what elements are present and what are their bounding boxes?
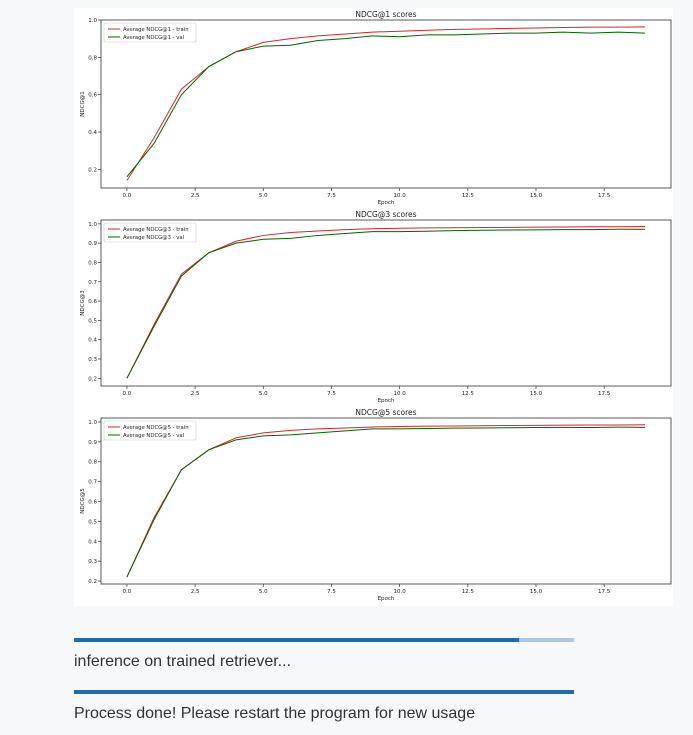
x-tick-label: 15.0 — [530, 193, 543, 199]
x-tick-label: 12.5 — [462, 193, 475, 199]
y-axis-label: NDCG@3 — [80, 290, 86, 316]
legend-box — [103, 420, 197, 441]
chart-title: NDCG@3 scores — [355, 210, 416, 219]
x-tick-label: 7.5 — [327, 391, 336, 397]
legend-box — [103, 22, 197, 43]
x-tick-label: 15.0 — [530, 589, 543, 595]
chart-title: NDCG@1 scores — [355, 10, 416, 19]
status-inference-text: inference on trained retriever... — [74, 653, 292, 670]
series-line-train — [126, 26, 646, 181]
y-tick-label: 0.7 — [88, 280, 97, 286]
x-tick-label: 10.0 — [394, 391, 407, 397]
legend-label: Average NDCG@5 - val — [123, 433, 184, 439]
y-tick-label: 0.6 — [88, 499, 97, 505]
progress-fill-inference — [74, 638, 519, 642]
x-tick-label: 17.5 — [598, 193, 611, 199]
series-line-val — [126, 31, 646, 178]
y-tick-label: 1.0 — [88, 222, 97, 228]
x-tick-label: 2.5 — [191, 589, 200, 595]
progress-bar-inference — [74, 638, 574, 642]
y-tick-label: 0.8 — [88, 460, 97, 466]
y-tick-label: 0.4 — [88, 539, 97, 545]
y-axis-label: NDCG@5 — [80, 488, 86, 514]
chart-panel-1: NDCG@1 scores 0.0 2.5 5.0 7.5 10.0 12.5 15.0 17.… — [80, 10, 672, 206]
y-tick-label: 0.8 — [88, 260, 97, 266]
x-tick-label: 2.5 — [191, 193, 200, 199]
y-tick-label: 0.6 — [88, 299, 97, 305]
x-tick-label: 5.0 — [259, 391, 268, 397]
y-tick-label: 0.2 — [88, 376, 97, 382]
legend-label: Average NDCG@1 - val — [123, 35, 184, 41]
x-tick-label: 0.0 — [123, 391, 132, 397]
x-tick-label: 7.5 — [327, 589, 336, 595]
x-tick-label: 12.5 — [462, 589, 475, 595]
y-tick-label: 0.5 — [88, 318, 97, 324]
x-axis-label: Epoch — [378, 398, 395, 404]
status-done-text: Process done! Please restart the program… — [74, 705, 476, 722]
x-tick-label: 5.0 — [259, 589, 268, 595]
y-tick-label: 0.9 — [88, 440, 97, 446]
y-tick-label: 0.4 — [88, 338, 97, 344]
progress-fill-done — [74, 690, 574, 694]
figure-canvas: NDCG@1 scores 0.0 2.5 5.0 7.5 10.0 12.5 15.0 17.… — [80, 10, 672, 602]
axes-frame — [100, 19, 672, 189]
legend-label: Average NDCG@1 - train — [123, 27, 189, 33]
x-tick-label: 5.0 — [259, 193, 268, 199]
training-metrics-figure: NDCG@1 scores 0.0 2.5 5.0 7.5 10.0 12.5 15.0 17.… — [74, 8, 673, 606]
y-tick-label: 1.0 — [88, 18, 97, 24]
y-axis-label: NDCG@1 — [80, 91, 86, 116]
axes-frame — [100, 219, 672, 387]
x-tick-label: 10.0 — [394, 589, 407, 595]
y-tick-label: 0.2 — [88, 167, 97, 173]
legend-label: Average NDCG@3 - train — [123, 227, 189, 233]
y-tick-label: 1.0 — [88, 420, 97, 426]
series-line-val — [126, 426, 646, 578]
legend-box — [103, 222, 197, 243]
progress-bar-done — [74, 690, 574, 694]
series-line-val — [126, 228, 646, 379]
y-tick-label: 0.7 — [88, 480, 97, 486]
chart-panel-3: NDCG@5 scores 0.0 2.5 5.0 7.5 10.0 12.5 15.0 17.… — [80, 408, 672, 602]
y-tick-label: 0.3 — [88, 357, 97, 363]
x-axis-label: Epoch — [378, 200, 395, 206]
x-tick-label: 0.0 — [123, 193, 132, 199]
x-tick-label: 0.0 — [123, 589, 132, 595]
chart-panel-2: NDCG@3 scores 0.0 2.5 5.0 7.5 10.0 12.5 15.0 17.… — [80, 210, 672, 404]
x-tick-label: 17.5 — [598, 589, 611, 595]
x-tick-label: 2.5 — [191, 391, 200, 397]
series-line-train — [126, 424, 646, 578]
x-tick-label: 7.5 — [327, 193, 336, 199]
y-tick-label: 0.5 — [88, 519, 97, 525]
y-tick-label: 0.8 — [88, 55, 97, 61]
legend-label: Average NDCG@5 - train — [123, 425, 189, 431]
x-tick-label: 12.5 — [462, 391, 475, 397]
y-tick-label: 0.4 — [88, 130, 97, 136]
x-tick-label: 10.0 — [394, 193, 407, 199]
axes-frame — [100, 417, 672, 585]
y-tick-label: 0.6 — [88, 93, 97, 99]
legend-label: Average NDCG@3 - val — [123, 235, 184, 241]
chart-title: NDCG@5 scores — [355, 408, 416, 417]
x-tick-label: 17.5 — [598, 391, 611, 397]
y-tick-label: 0.2 — [88, 579, 97, 585]
y-tick-label: 0.3 — [88, 559, 97, 565]
x-tick-label: 15.0 — [530, 391, 543, 397]
x-axis-label: Epoch — [378, 596, 395, 602]
series-line-train — [126, 226, 646, 379]
y-tick-label: 0.9 — [88, 241, 97, 247]
